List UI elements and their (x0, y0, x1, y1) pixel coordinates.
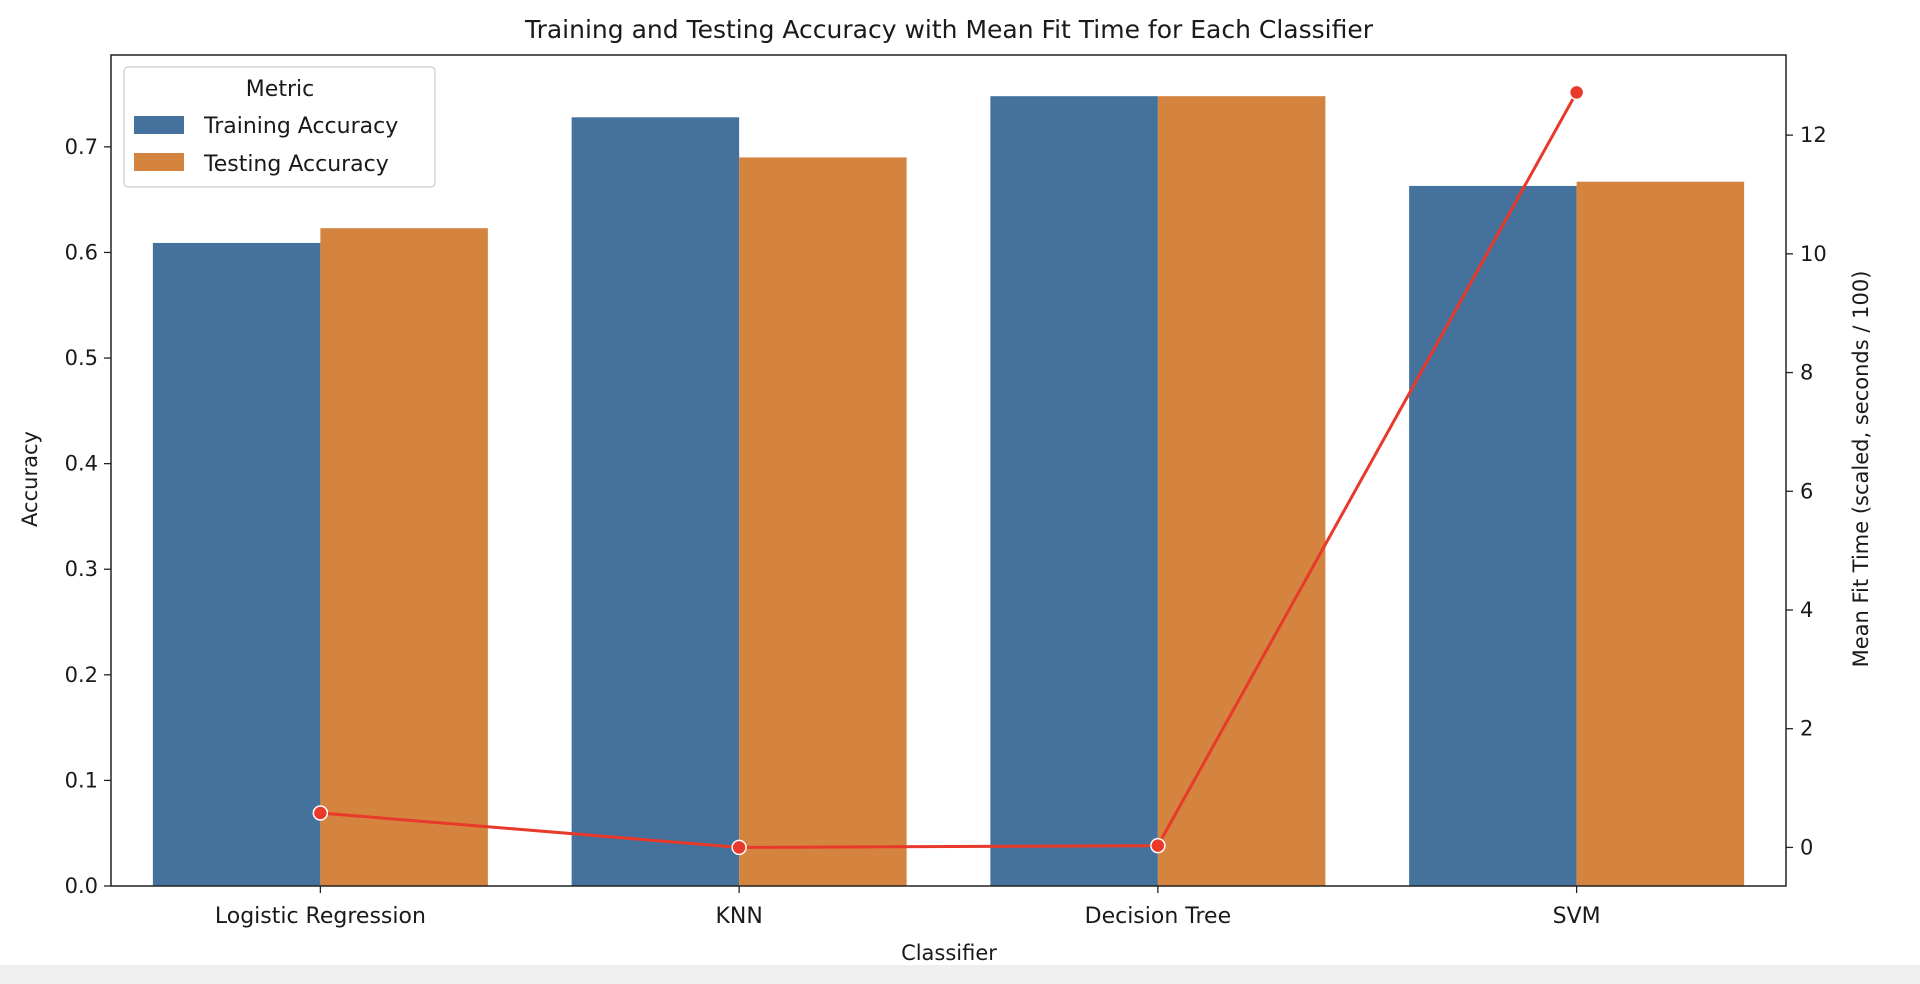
y-tick-label-5: 0.5 (65, 346, 98, 370)
x-tick-label-svm: SVM (1553, 904, 1601, 929)
bar-testing-accuracy-decision-tree (1157, 96, 1326, 887)
bar-testing-accuracy-svm (1576, 181, 1745, 887)
x-axis-label: Classifier (901, 941, 997, 965)
y2-tick-label-4: 8 (1800, 361, 1813, 385)
bar-testing-accuracy-logistic-regression (320, 228, 488, 886)
axes-layer: Logistic Regression KNN Decision Tree SVM 0.… (65, 123, 1827, 929)
legend: Metric Training Accuracy Testing Accurac… (123, 66, 436, 188)
legend-label-testing: Testing Accuracy (203, 152, 389, 177)
y-tick-label-6: 0.6 (65, 240, 98, 264)
fit-time-line (320, 91, 1578, 849)
y2-tick-label-6: 12 (1800, 123, 1827, 147)
y-tick-label-0: 0.0 (65, 874, 98, 898)
y2-tick-label-2: 4 (1800, 598, 1813, 622)
y-tick-label-7: 0.7 (65, 135, 98, 159)
bar-training-accuracy-svm (1409, 185, 1577, 886)
legend-swatch-testing (134, 153, 184, 171)
y2-tick-label-5: 10 (1800, 242, 1827, 266)
y-tick-label-2: 0.2 (65, 663, 98, 687)
fit-time-point-logistic-regression (312, 805, 329, 821)
legend-swatch-training (134, 116, 184, 134)
y2-axis-label: Mean Fit Time (scaled, seconds / 100) (1849, 271, 1873, 668)
legend-box (123, 66, 436, 188)
x-tick-label-logistic-regression: Logistic Regression (215, 904, 426, 929)
bar-training-accuracy-knn (571, 117, 740, 887)
fit-time-point-svm (1568, 84, 1585, 101)
x-tick-label-knn: KNN (715, 904, 762, 929)
y-tick-label-3: 0.3 (65, 557, 98, 581)
bar-testing-accuracy-knn (739, 157, 907, 887)
legend-title: Metric (246, 77, 314, 102)
y2-tick-label-3: 6 (1800, 479, 1813, 503)
y-tick-label-1: 0.1 (65, 768, 98, 792)
chart-title: Training and Testing Accuracy with Mean … (524, 15, 1374, 44)
bars-layer (152, 96, 1745, 887)
x-tick-label-decision-tree: Decision Tree (1085, 904, 1232, 929)
bottom-strip (0, 965, 1920, 984)
y2-tick-label-0: 0 (1800, 835, 1813, 859)
y2-tick-label-1: 2 (1800, 717, 1813, 741)
fit-time-point-knn (731, 839, 747, 856)
legend-label-training: Training Accuracy (203, 114, 398, 139)
fit-time-line-layer (312, 84, 1585, 856)
y-axis-label: Accuracy (18, 431, 42, 527)
y-tick-label-4: 0.4 (65, 452, 98, 476)
bar-training-accuracy-decision-tree (990, 96, 1158, 887)
plot-frame (110, 54, 1787, 887)
fit-time-point-decision-tree (1150, 837, 1166, 854)
bar-training-accuracy-logistic-regression (152, 242, 321, 886)
